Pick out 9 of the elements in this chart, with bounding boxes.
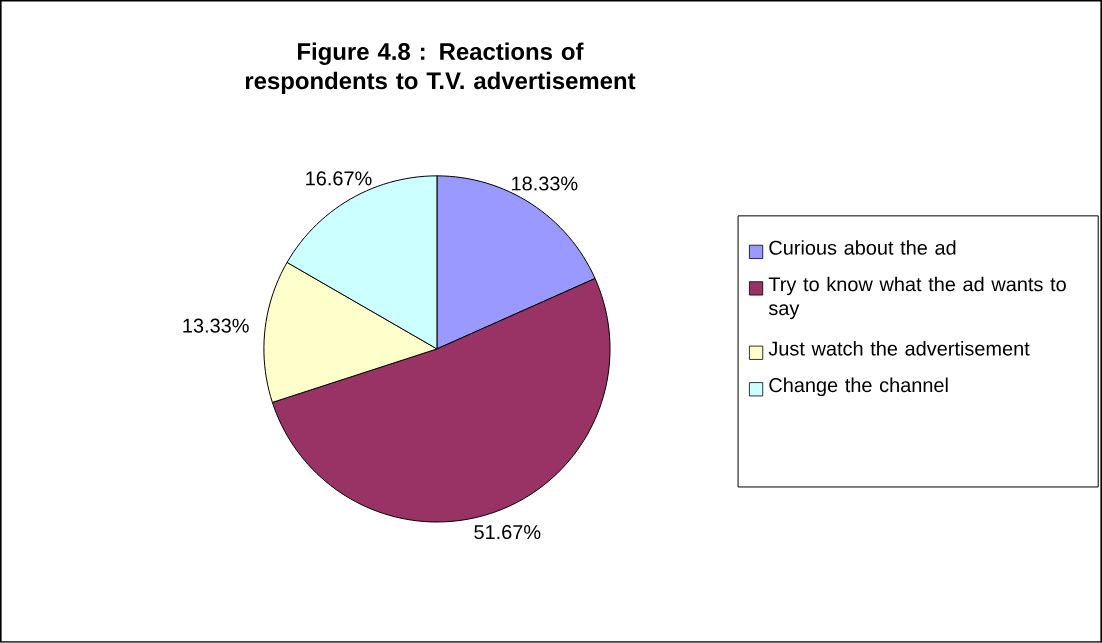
data-label: 18.33% — [512, 176, 578, 191]
data-label: 13.33% — [183, 318, 249, 333]
data-label: 51.67% — [474, 525, 541, 540]
legend-label: Just watch the advertisement — [768, 341, 1030, 356]
legend-label: Curious about the ad — [769, 240, 956, 255]
chart-title: Figure 4.8 : Reactions of respondents to T.V. advertisement — [245, 42, 636, 95]
legend-label: Try to know what the ad wants to say — [768, 276, 1066, 320]
legend-label: Change the channel — [769, 377, 948, 397]
data-label: 16.67% — [306, 171, 372, 186]
